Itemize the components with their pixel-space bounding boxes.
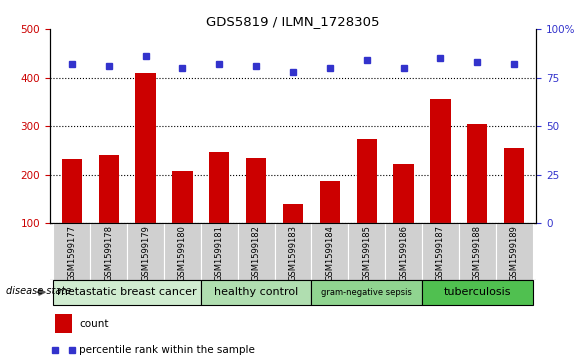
- Text: GSM1599184: GSM1599184: [325, 225, 335, 281]
- Bar: [430, 99, 451, 223]
- Bar: [275, 223, 311, 280]
- Bar: [172, 171, 193, 223]
- Text: GSM1599187: GSM1599187: [436, 225, 445, 281]
- Text: healthy control: healthy control: [214, 287, 298, 297]
- Text: tuberculosis: tuberculosis: [444, 287, 511, 297]
- Text: GSM1599186: GSM1599186: [399, 225, 408, 281]
- Bar: [53, 280, 201, 305]
- Text: gram-negative sepsis: gram-negative sepsis: [321, 288, 412, 297]
- Bar: [201, 280, 311, 305]
- Title: GDS5819 / ILMN_1728305: GDS5819 / ILMN_1728305: [206, 15, 380, 28]
- Bar: [209, 152, 230, 223]
- Text: GSM1599180: GSM1599180: [178, 225, 187, 281]
- Bar: [311, 280, 422, 305]
- Bar: [135, 73, 156, 223]
- Text: disease state: disease state: [6, 286, 71, 296]
- Text: GSM1599188: GSM1599188: [473, 225, 482, 281]
- Bar: [127, 223, 164, 280]
- Bar: [62, 159, 82, 223]
- Bar: [496, 223, 533, 280]
- Bar: [356, 139, 377, 223]
- Bar: [164, 223, 201, 280]
- Bar: [201, 223, 238, 280]
- Bar: [54, 314, 71, 333]
- Bar: [393, 164, 414, 223]
- Bar: [246, 158, 266, 223]
- Bar: [348, 223, 385, 280]
- Text: GSM1599179: GSM1599179: [141, 225, 150, 281]
- Bar: [53, 223, 90, 280]
- Text: GSM1599178: GSM1599178: [104, 225, 113, 281]
- Bar: [467, 124, 488, 223]
- Bar: [422, 280, 533, 305]
- Bar: [504, 148, 524, 223]
- Text: GSM1599183: GSM1599183: [288, 225, 298, 281]
- Text: GSM1599181: GSM1599181: [215, 225, 224, 281]
- Text: GSM1599189: GSM1599189: [510, 225, 519, 281]
- Bar: [238, 223, 275, 280]
- Text: GSM1599182: GSM1599182: [251, 225, 261, 281]
- Text: GSM1599185: GSM1599185: [362, 225, 371, 281]
- Bar: [459, 223, 496, 280]
- Text: count: count: [79, 318, 108, 329]
- Text: metastatic breast cancer: metastatic breast cancer: [57, 287, 197, 297]
- Text: GSM1599177: GSM1599177: [67, 225, 76, 281]
- Text: percentile rank within the sample: percentile rank within the sample: [79, 345, 255, 355]
- Bar: [385, 223, 422, 280]
- Bar: [283, 204, 303, 223]
- Bar: [311, 223, 348, 280]
- Bar: [90, 223, 127, 280]
- Bar: [422, 223, 459, 280]
- Bar: [98, 155, 119, 223]
- Bar: [320, 181, 340, 223]
